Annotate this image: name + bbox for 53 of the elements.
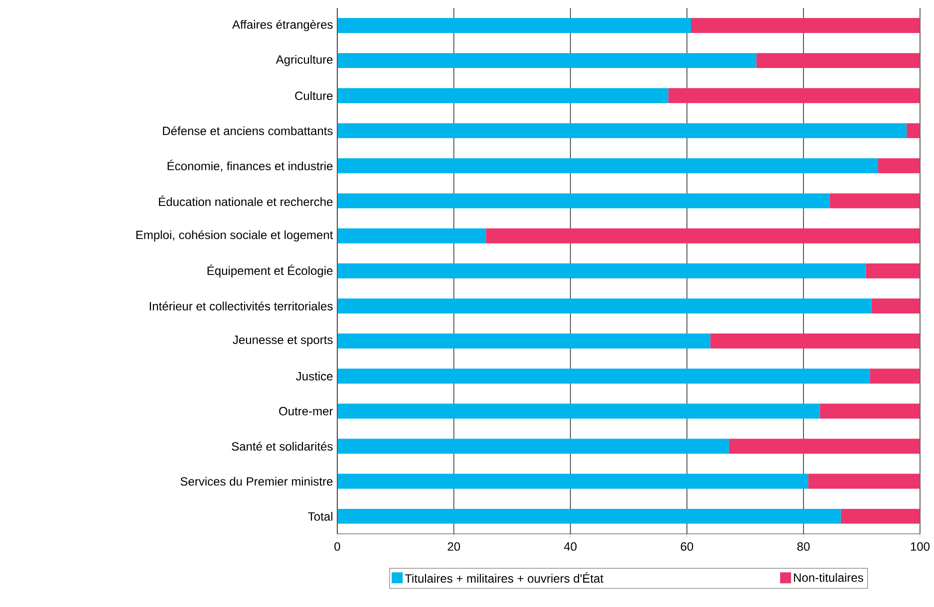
x-tick-label: 20 [448,542,460,551]
x-tick-label: 80 [797,542,810,551]
y-tick-label: Jeunesse et sports [232,336,333,347]
bar [870,368,920,384]
y-tick-label: Total [308,512,332,521]
bar [337,508,841,524]
y-tick-label: Outre-mer [279,407,333,416]
bar [337,298,872,314]
y-tick-label: Justice [296,372,333,381]
bar [756,53,920,68]
bar [337,334,710,349]
y-tick-label: Culture [295,91,333,100]
bar [710,334,920,349]
y-tick-label: Services du Premier ministre [180,477,333,486]
bar [337,158,878,174]
bar [337,264,866,279]
y-tick-label: Défense et anciens combattants [163,126,333,136]
bar [337,368,870,384]
bar [337,404,820,419]
bar [337,474,808,489]
bar [337,123,907,138]
bar [486,228,920,244]
bar [337,193,830,208]
y-tick-label: Intérieur et collectivités territoriales [150,302,333,311]
bar [337,53,756,68]
bar [808,474,920,489]
bar [866,264,920,279]
y-tick-label: Économie, finances et industrie [168,160,333,172]
bar [337,88,668,104]
legend-label: Non-titulaires [794,573,864,582]
bar [878,158,920,174]
bar [337,438,729,454]
bar [872,298,920,314]
y-tick-label: Agriculture [276,55,333,66]
x-tick-label: 100 [910,542,930,551]
x-tick-label: 60 [680,542,694,551]
y-tick-label: Affaires étrangères [232,20,333,32]
y-tick-label: Éducation nationale et recherche [158,196,333,206]
bar [728,438,920,454]
y-tick-label: Équipement et Écologie [208,264,333,278]
bar [840,508,920,524]
bar [830,193,920,208]
bar [337,228,486,244]
y-tick-label: Santé et solidarités [232,442,333,451]
bar [337,18,692,34]
x-tick-label: 40 [564,542,577,551]
legend-label: Titulaires + militaires + ouvriers d'État [404,572,604,583]
bar [691,18,920,34]
bar [820,404,920,419]
y-tick-label: Emploi, cohésion sociale et logement [136,230,333,242]
x-tick-label: 0 [334,542,340,551]
bar [906,123,920,138]
bar [668,88,920,104]
